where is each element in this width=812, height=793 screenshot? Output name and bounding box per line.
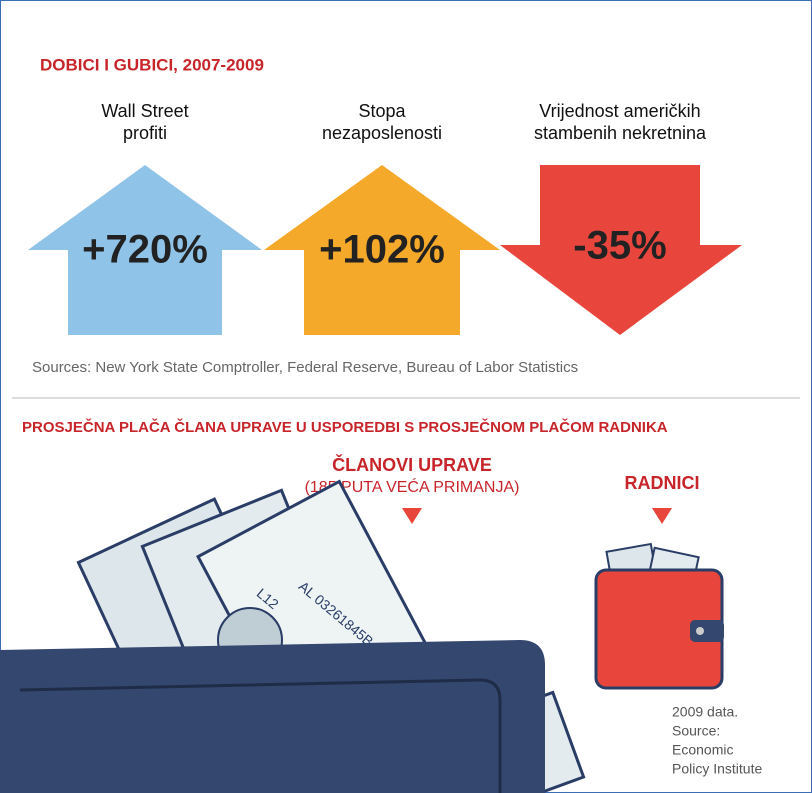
- up-arrow: [264, 165, 500, 335]
- arrow-label: profiti: [123, 123, 167, 143]
- arrow-label: Stopa: [358, 101, 406, 121]
- up-arrow: [28, 165, 262, 335]
- arrow-label: Wall Street: [101, 101, 188, 121]
- section-title: DOBICI I GUBICI, 2007-2009: [40, 55, 264, 74]
- note-line: 2009 data.: [672, 704, 738, 720]
- workers-label: RADNICI: [625, 473, 700, 493]
- note-line: Source:: [672, 723, 720, 739]
- arrow-label: Vrijednost američkih: [539, 101, 700, 121]
- executives-sublabel: (185 PUTA VEĆA PRIMANJA): [305, 477, 520, 496]
- arrow-label: nezaposlenosti: [322, 123, 442, 143]
- arrow-value: +720%: [82, 228, 208, 272]
- arrow-value: +102%: [319, 228, 445, 272]
- arrow-value: -35%: [573, 224, 666, 268]
- pointer: [652, 508, 672, 524]
- arrow-label: stambenih nekretnina: [534, 123, 707, 143]
- note-line: Policy Institute: [672, 761, 762, 777]
- executives-label: ČLANOVI UPRAVE: [332, 454, 492, 475]
- wallet-stitch: [19, 678, 502, 793]
- down-arrow: [500, 165, 742, 335]
- sources: Sources: New York State Comptroller, Fed…: [32, 359, 578, 376]
- section-title: PROSJEČNA PLAČA ČLANA UPRAVE U USPOREDBI…: [22, 418, 668, 436]
- big-wallet: [0, 640, 545, 793]
- note-line: Economic: [672, 742, 733, 758]
- pointer: [402, 508, 422, 524]
- small-wallet: [594, 542, 724, 690]
